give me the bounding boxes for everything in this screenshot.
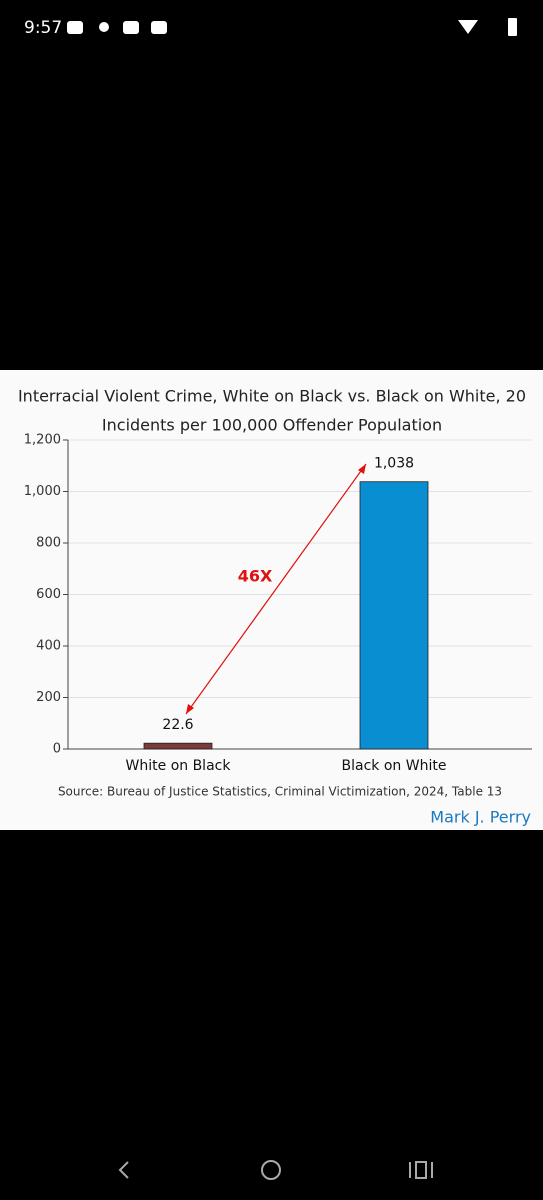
value-label: 1,038 (374, 456, 414, 472)
annotation: 46X (238, 567, 273, 586)
x-tick-label: Black on White (342, 758, 447, 774)
home-button[interactable] (261, 1160, 281, 1180)
status-time: 9:57 (24, 18, 62, 38)
x-tick-label: White on Black (126, 758, 232, 774)
chart-subtitle: Incidents per 100,000 Offender Populatio… (102, 416, 442, 435)
y-tick-label: 800 (36, 536, 61, 551)
status-icons (67, 18, 517, 36)
value-label: 22.6 (162, 717, 193, 733)
author: Mark J. Perry (430, 808, 531, 827)
source: Source: Bureau of Justice Statistics, Cr… (58, 785, 502, 799)
arrow (185, 463, 367, 715)
bar (359, 481, 429, 750)
nav-bar[interactable] (118, 1160, 433, 1180)
recents-button[interactable] (409, 1161, 433, 1179)
y-tick-label: 1,000 (24, 484, 61, 499)
chart-image (0, 370, 543, 830)
back-button[interactable] (118, 1161, 129, 1179)
y-tick-label: 400 (36, 639, 61, 654)
y-tick-label: 600 (36, 587, 61, 602)
y-tick-label: 200 (36, 690, 61, 705)
y-tick-label: 0 (53, 742, 61, 757)
plot-area: 0 200 400 600 800 1,000 1,200 22.6 White on Blac… (24, 433, 532, 774)
bar (143, 742, 213, 750)
y-tick-label: 1,200 (24, 433, 61, 448)
chart-title: Interracial Violent Crime, White on Blac… (18, 387, 526, 406)
